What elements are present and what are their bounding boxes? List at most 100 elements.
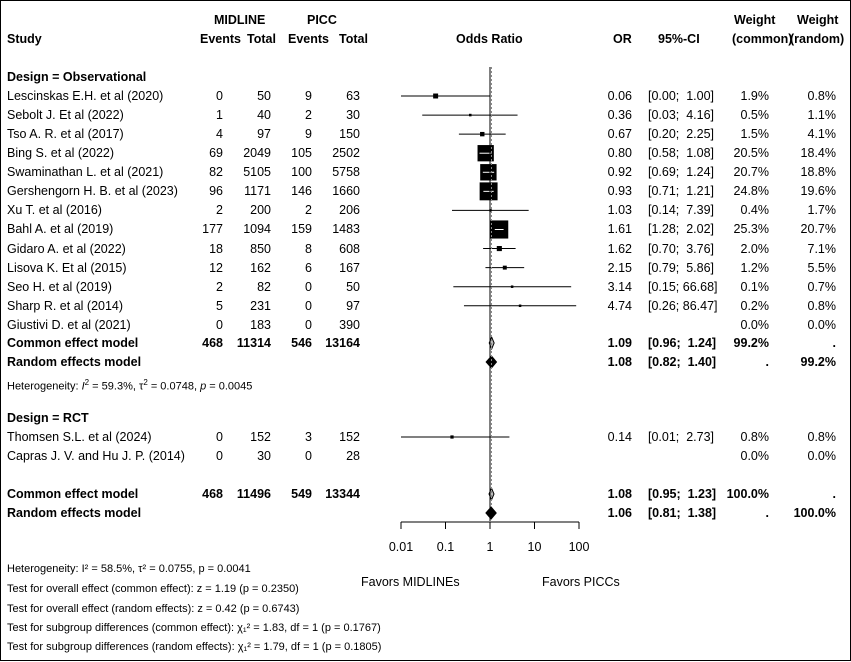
- study-name: Seo H. et al (2019): [7, 279, 112, 294]
- or-value: 1.09: [607, 336, 632, 350]
- or-value: 0.06: [607, 89, 632, 103]
- footer-subgroup-common: Test for subgroup differences (common ef…: [7, 622, 381, 634]
- summary-label: Random effects model: [7, 506, 142, 520]
- events-midline: 0: [216, 317, 223, 332]
- summary-label: Random effects model: [7, 355, 142, 369]
- events-midline: 0: [216, 449, 223, 464]
- weight-common: 100.0%: [726, 487, 769, 501]
- total-midline: 82: [257, 279, 271, 294]
- ci-value: [0.15; 66.68]: [648, 279, 718, 294]
- weight-common: 0.0%: [740, 317, 770, 332]
- total-picc: 30: [346, 108, 360, 123]
- total-midline: 1094: [243, 222, 271, 237]
- summary-label: Common effect model: [7, 336, 139, 350]
- or-value: 0.93: [607, 184, 632, 199]
- header-random: (random): [790, 32, 845, 46]
- study-name: Xu T. et al (2016): [7, 203, 102, 218]
- total-midline: 50: [257, 89, 271, 103]
- events-midline: 177: [202, 222, 223, 237]
- header-events-2: Events: [288, 32, 329, 46]
- events-midline: 5: [216, 298, 223, 313]
- events-picc: 9: [305, 127, 312, 142]
- or-value: 1.08: [607, 355, 632, 369]
- total-midline: 30: [257, 449, 271, 464]
- events-picc: 549: [291, 487, 312, 501]
- weight-random: 4.1%: [807, 127, 837, 142]
- events-midline: 1: [216, 108, 223, 123]
- total-picc: 152: [339, 430, 360, 444]
- header-total-2: Total: [339, 32, 368, 46]
- ci-value: [0.14; 7.39]: [648, 203, 715, 218]
- total-picc: 13344: [325, 487, 360, 501]
- study-name: Gidaro A. et al (2022): [7, 241, 126, 256]
- weight-common: .: [765, 506, 769, 520]
- total-midline: 231: [250, 298, 271, 313]
- or-value: 1.06: [607, 506, 632, 520]
- events-midline: 2: [216, 279, 223, 294]
- events-picc: 2: [305, 108, 312, 123]
- or-value: 4.74: [607, 298, 632, 313]
- study-square: [489, 209, 492, 212]
- footer-subgroup-random: Test for subgroup differences (random ef…: [7, 641, 382, 653]
- study-square: [433, 93, 439, 99]
- weight-common: 0.1%: [740, 279, 770, 294]
- x-axis-tick-label: 10: [528, 540, 542, 554]
- weight-random: 0.8%: [807, 298, 837, 313]
- events-picc: 100: [291, 165, 312, 180]
- x-axis-tick-label: 1: [487, 540, 494, 554]
- study-name: Lescinskas E.H. et al (2020): [7, 89, 164, 103]
- total-midline: 97: [257, 127, 271, 142]
- weight-common: 1.9%: [740, 89, 770, 103]
- study-name: Sharp R. et al (2014): [7, 298, 124, 313]
- study-square: [496, 246, 502, 252]
- study-name: Tso A. R. et al (2017): [7, 127, 124, 142]
- study-name: Bing S. et al (2022): [7, 146, 115, 161]
- total-midline: 162: [250, 260, 271, 275]
- study-name: Gershengorn H. B. et al (2023): [7, 184, 178, 199]
- weight-random: 99.2%: [800, 355, 836, 369]
- study-name: Thomsen S.L. et al (2024): [7, 430, 152, 444]
- weight-common: 24.8%: [733, 184, 769, 199]
- weight-common: 25.3%: [733, 222, 769, 237]
- weight-random: 1.7%: [807, 203, 837, 218]
- events-picc: 159: [291, 222, 312, 237]
- events-picc: 8: [305, 241, 312, 256]
- events-midline: 12: [209, 260, 223, 275]
- total-midline: 1171: [244, 184, 271, 199]
- total-picc: 608: [339, 241, 360, 256]
- weight-random: 0.0%: [807, 449, 837, 464]
- ci-value: [0.20; 2.25]: [648, 127, 715, 142]
- study-name: Capras J. V. and Hu J. P. (2014): [7, 449, 185, 464]
- weight-random: 7.1%: [807, 241, 837, 256]
- header-or: OR: [613, 32, 632, 46]
- x-axis-tick-label: 100: [569, 540, 590, 554]
- or-value: 0.92: [607, 165, 632, 180]
- study-square: [450, 435, 454, 439]
- events-picc: 546: [291, 336, 312, 350]
- weight-common: 20.5%: [733, 146, 769, 161]
- header-study: Study: [7, 32, 42, 46]
- weight-common: 20.7%: [733, 165, 769, 180]
- favors-right-label: Favors PICCs: [542, 575, 620, 589]
- ci-value: [0.79; 5.86]: [648, 260, 715, 275]
- total-midline: 40: [257, 108, 271, 123]
- study-square: [518, 304, 522, 308]
- weight-random: .: [832, 336, 836, 350]
- or-value: 0.80: [607, 146, 632, 161]
- ci-value: [0.81; 1.38]: [648, 506, 717, 520]
- events-midline: 82: [209, 165, 223, 180]
- header-events-1: Events: [200, 32, 241, 46]
- weight-random: 5.5%: [807, 260, 837, 275]
- header-common: (common): [732, 32, 793, 46]
- events-midline: 0: [216, 430, 223, 444]
- weight-random: 1.1%: [807, 108, 837, 123]
- subgroup-label: Design = RCT: [7, 411, 89, 425]
- total-midline: 200: [250, 203, 271, 218]
- events-midline: 468: [202, 487, 223, 501]
- or-value: 3.14: [607, 279, 632, 294]
- weight-common: 0.5%: [740, 108, 770, 123]
- total-midline: 183: [250, 317, 271, 332]
- events-picc: 0: [305, 298, 312, 313]
